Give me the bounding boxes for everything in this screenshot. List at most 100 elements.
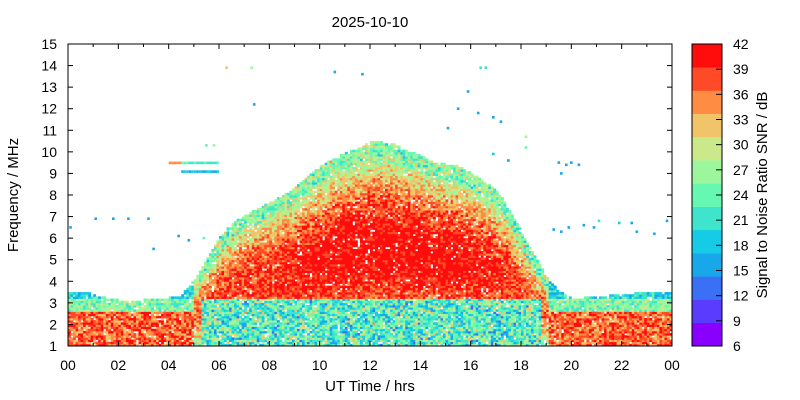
heatmap-cell bbox=[329, 223, 333, 226]
heatmap-cell bbox=[128, 335, 132, 338]
heatmap-cell bbox=[329, 266, 333, 269]
heatmap-cell bbox=[297, 305, 300, 308]
heatmap-cell bbox=[347, 233, 351, 237]
heatmap-cell bbox=[241, 339, 245, 343]
heatmap-cell bbox=[342, 227, 346, 230]
heatmap-cell bbox=[334, 302, 338, 306]
heatmap-cell bbox=[319, 296, 323, 299]
heatmap-cell bbox=[236, 343, 240, 347]
heatmap-cell bbox=[319, 212, 323, 215]
heatmap-cell bbox=[196, 294, 200, 297]
heatmap-cell bbox=[299, 188, 303, 192]
heatmap-cell bbox=[312, 184, 316, 187]
heatmap-cell bbox=[342, 210, 346, 213]
heatmap-cell bbox=[246, 279, 250, 282]
heatmap-cell bbox=[291, 244, 295, 248]
heatmap-cell bbox=[344, 158, 348, 161]
heatmap-cell bbox=[289, 264, 293, 267]
heatmap-cell bbox=[291, 281, 295, 284]
heatmap-cell bbox=[208, 287, 212, 291]
heatmap-cell bbox=[279, 330, 283, 334]
heatmap-cell bbox=[322, 240, 326, 243]
heatmap-cell bbox=[337, 195, 341, 198]
heatmap-cell bbox=[327, 238, 331, 241]
heatmap-cell bbox=[234, 257, 238, 261]
heatmap-cell bbox=[284, 240, 288, 243]
heatmap-cell bbox=[128, 324, 132, 327]
heatmap-cell bbox=[324, 296, 328, 299]
heatmap-cell bbox=[266, 244, 270, 248]
heatmap-cell bbox=[213, 328, 217, 332]
heatmap-cell bbox=[302, 192, 305, 196]
heatmap-cell bbox=[70, 322, 74, 325]
heatmap-cell bbox=[239, 253, 243, 256]
heatmap-cell bbox=[259, 244, 263, 248]
heatmap-cell bbox=[219, 251, 222, 254]
heatmap-cell bbox=[68, 313, 71, 317]
heatmap-cell bbox=[75, 296, 79, 299]
heatmap-cell bbox=[171, 326, 175, 330]
heatmap-cell bbox=[249, 255, 253, 258]
heatmap-cell bbox=[226, 283, 230, 286]
heatmap-cell bbox=[239, 283, 243, 286]
heatmap-cell bbox=[246, 251, 250, 254]
heatmap-cell bbox=[118, 300, 122, 304]
heatmap-cell bbox=[251, 287, 255, 291]
heatmap-cell bbox=[299, 212, 303, 215]
heatmap-cell bbox=[254, 289, 258, 293]
heatmap-cell bbox=[266, 324, 270, 327]
heatmap-cell bbox=[284, 307, 288, 310]
heatmap-cell bbox=[297, 294, 300, 297]
heatmap-cell bbox=[342, 296, 346, 299]
heatmap-cell bbox=[259, 238, 263, 241]
heatmap-cell bbox=[314, 175, 318, 179]
heatmap-cell bbox=[266, 281, 270, 284]
heatmap-cell bbox=[302, 190, 305, 194]
heatmap-cell bbox=[312, 289, 316, 293]
heatmap-cell bbox=[297, 317, 300, 321]
heatmap-cell bbox=[276, 302, 280, 306]
heatmap-cell bbox=[344, 225, 348, 228]
heatmap-cell bbox=[337, 253, 341, 256]
heatmap-cell bbox=[297, 339, 300, 343]
heatmap-cell bbox=[128, 315, 132, 319]
heatmap-cell bbox=[337, 309, 341, 312]
heatmap-cell bbox=[226, 268, 230, 271]
heatmap-cell bbox=[332, 333, 336, 336]
heatmap-cell bbox=[327, 248, 331, 252]
heatmap-cell bbox=[115, 337, 119, 340]
heatmap-cell bbox=[339, 190, 343, 194]
heatmap-cell bbox=[241, 287, 245, 291]
heatmap-cell bbox=[246, 328, 250, 332]
heatmap-cell bbox=[317, 335, 321, 338]
heatmap-cell bbox=[138, 337, 142, 340]
heatmap-cell bbox=[289, 216, 293, 220]
heatmap-cell bbox=[173, 317, 177, 321]
heatmap-cell bbox=[173, 305, 177, 308]
heatmap-cell bbox=[347, 315, 351, 319]
heatmap-cell bbox=[312, 343, 316, 347]
heatmap-cell bbox=[324, 214, 328, 217]
heatmap-cell bbox=[168, 341, 172, 345]
heatmap-cell bbox=[269, 253, 273, 256]
heatmap-cell bbox=[319, 289, 323, 293]
heatmap-cell bbox=[284, 289, 288, 293]
heatmap-cell bbox=[347, 220, 351, 224]
heatmap-cell bbox=[312, 235, 316, 239]
heatmap-cell bbox=[314, 309, 318, 312]
heatmap-cell bbox=[324, 205, 328, 209]
heatmap-cell bbox=[286, 268, 290, 271]
heatmap-cell bbox=[125, 337, 129, 340]
heatmap-cell bbox=[234, 238, 238, 241]
heatmap-cell bbox=[317, 315, 321, 319]
heatmap-cell bbox=[254, 233, 258, 237]
heatmap-cell bbox=[342, 233, 346, 237]
heatmap-cell bbox=[344, 307, 348, 310]
heatmap-cell bbox=[254, 339, 258, 343]
heatmap-cell bbox=[186, 294, 190, 297]
heatmap-cell bbox=[98, 324, 102, 327]
heatmap-cell bbox=[327, 214, 331, 217]
heatmap-cell bbox=[264, 287, 268, 291]
heatmap-cell bbox=[319, 251, 323, 254]
heatmap-cell bbox=[307, 283, 310, 286]
